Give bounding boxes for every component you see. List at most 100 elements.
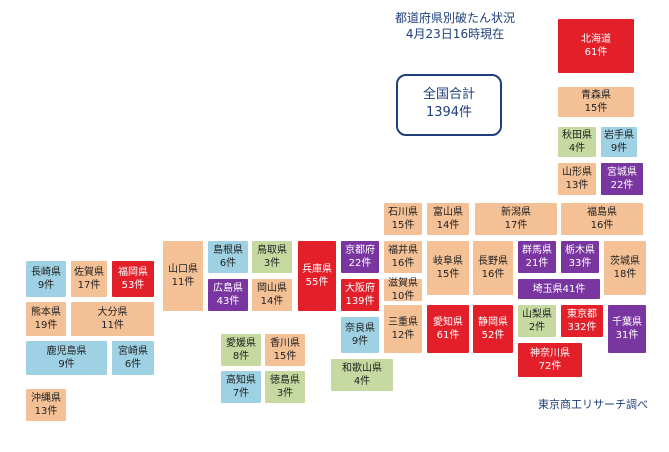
prefecture-name: 群馬県 xyxy=(522,245,552,256)
prefecture-kochi: 高知県 7件 xyxy=(220,370,262,404)
prefecture-name: 山形県 xyxy=(562,167,592,178)
source-credit: 東京商工リサーチ調べ xyxy=(538,398,648,411)
prefecture-nara: 奈良県 9件 xyxy=(340,316,380,354)
prefecture-fukushima: 福島県 16件 xyxy=(560,202,644,236)
prefecture-name: 佐賀県 xyxy=(74,267,104,278)
prefecture-count: 13件 xyxy=(565,180,589,191)
prefecture-kyoto: 京都府 22件 xyxy=(340,240,380,274)
prefecture-name: 徳島県 xyxy=(270,375,300,386)
prefecture-miyazaki: 宮崎県 6件 xyxy=(111,340,155,376)
prefecture-name: 東京都 xyxy=(567,309,597,320)
prefecture-name: 石川県 xyxy=(388,207,418,218)
prefecture-count: 14件 xyxy=(436,220,460,231)
prefecture-count: 18件 xyxy=(613,269,637,280)
prefecture-count: 72件 xyxy=(538,361,562,372)
prefecture-name: 鹿児島県 xyxy=(46,346,87,357)
prefecture-name: 富山県 xyxy=(433,207,463,218)
prefecture-count: 11件 xyxy=(171,277,195,288)
prefecture-count: 43件 xyxy=(216,296,240,307)
prefecture-count: 15件 xyxy=(391,220,415,231)
prefecture-count: 61件 xyxy=(436,330,460,341)
prefecture-name: 長野県 xyxy=(478,256,508,267)
prefecture-mie: 三重県 12件 xyxy=(383,304,423,354)
prefecture-saga: 佐賀県 17件 xyxy=(70,260,108,298)
prefecture-count: 10件 xyxy=(391,291,415,302)
prefecture-count: 16件 xyxy=(391,258,415,269)
prefecture-name: 三重県 xyxy=(388,317,418,328)
prefecture-tokushima: 徳島県 3件 xyxy=(264,370,306,404)
prefecture-name: 新潟県 xyxy=(501,207,531,218)
prefecture-name: 秋田県 xyxy=(562,130,592,141)
prefecture-count: 61件 xyxy=(584,47,608,58)
prefecture-count: 52件 xyxy=(481,330,505,341)
prefecture-name: 大分県 xyxy=(97,307,128,318)
prefecture-count: 6件 xyxy=(124,359,142,370)
prefecture-ibaraki: 茨城県 18件 xyxy=(603,240,647,296)
prefecture-name: 栃木県 xyxy=(565,245,595,256)
prefecture-shimane: 島根県 6件 xyxy=(207,240,249,274)
map-title-line1: 都道府県別破たん状況 xyxy=(394,11,515,25)
prefecture-name: 山口県 xyxy=(168,264,198,275)
prefecture-name: 広島県 xyxy=(213,283,243,294)
prefecture-count: 53件 xyxy=(121,280,145,291)
prefecture-tokyo: 東京都 332件 xyxy=(560,304,604,338)
prefecture-name: 愛媛県 xyxy=(226,338,256,349)
prefecture-hyogo: 兵庫県 55件 xyxy=(297,240,337,312)
prefecture-nagasaki: 長崎県 9件 xyxy=(25,260,67,298)
prefecture-kagoshima: 鹿児島県 9件 xyxy=(25,340,108,376)
prefecture-count: 41件 xyxy=(562,283,586,295)
prefecture-count: 4件 xyxy=(353,376,371,387)
prefecture-name: 静岡県 xyxy=(478,317,508,328)
prefecture-aichi: 愛知県 61件 xyxy=(426,304,470,354)
map-title: 都道府県別破たん状況 4月23日16時現在 xyxy=(360,10,550,42)
prefecture-count: 139件 xyxy=(345,296,375,307)
prefecture-name: 福岡県 xyxy=(118,267,148,278)
prefecture-shizuoka: 静岡県 52件 xyxy=(472,304,514,354)
prefecture-tochigi: 栃木県 33件 xyxy=(560,240,600,274)
prefecture-name: 岡山県 xyxy=(257,283,287,294)
prefecture-count: 8件 xyxy=(232,351,250,362)
prefecture-name: 愛知県 xyxy=(433,317,463,328)
prefecture-count: 15件 xyxy=(436,269,460,280)
prefecture-name: 奈良県 xyxy=(345,323,375,334)
prefecture-count: 9件 xyxy=(37,280,55,291)
prefecture-count: 9件 xyxy=(351,336,369,347)
prefecture-name: 高知県 xyxy=(226,375,256,386)
prefecture-yamanashi: 山梨県 2件 xyxy=(517,304,557,338)
prefecture-nagano: 長野県 16件 xyxy=(472,240,514,296)
prefecture-count: 22件 xyxy=(348,258,372,269)
prefecture-name: 京都府 xyxy=(345,245,375,256)
prefecture-gifu: 岐阜県 15件 xyxy=(426,240,470,296)
prefecture-hiroshima: 広島県 43件 xyxy=(207,278,249,312)
prefecture-hokkaido: 北海道 61件 xyxy=(557,18,635,74)
prefecture-count: 9件 xyxy=(58,359,75,370)
prefecture-count: 17件 xyxy=(77,280,101,291)
prefecture-count: 9件 xyxy=(610,143,628,154)
prefecture-fukui: 福井県 16件 xyxy=(383,240,423,274)
prefecture-count: 6件 xyxy=(219,258,237,269)
prefecture-name: 香川県 xyxy=(270,338,300,349)
prefecture-miyagi: 宮城県 22件 xyxy=(600,162,644,196)
prefecture-saitama: 埼玉県 41件 xyxy=(517,278,601,300)
prefecture-name: 長崎県 xyxy=(31,267,61,278)
prefecture-count: 2件 xyxy=(528,322,546,333)
prefecture-yamaguchi: 山口県 11件 xyxy=(162,240,204,312)
prefecture-count: 4件 xyxy=(568,143,586,154)
map-title-line2: 4月23日16時現在 xyxy=(405,27,505,41)
prefecture-akita: 秋田県 4件 xyxy=(557,126,597,158)
prefecture-name: 和歌山県 xyxy=(342,363,382,374)
prefecture-name: 山梨県 xyxy=(522,309,552,320)
prefecture-toyama: 富山県 14件 xyxy=(426,202,470,236)
national-total-box: 全国合計 1394件 xyxy=(396,74,502,136)
prefecture-name: 青森県 xyxy=(581,90,611,101)
prefecture-gunma: 群馬県 21件 xyxy=(517,240,557,274)
prefecture-name: 島根県 xyxy=(213,245,243,256)
prefecture-oita: 大分県 11件 xyxy=(70,301,155,337)
prefecture-count: 15件 xyxy=(584,103,608,114)
prefecture-name: 茨城県 xyxy=(610,256,640,267)
prefecture-name: 福島県 xyxy=(587,207,617,218)
prefecture-count: 13件 xyxy=(34,406,58,417)
prefecture-iwate: 岩手県 9件 xyxy=(600,126,638,158)
prefecture-count: 3件 xyxy=(276,388,294,399)
prefecture-name: 沖縄県 xyxy=(31,393,61,404)
